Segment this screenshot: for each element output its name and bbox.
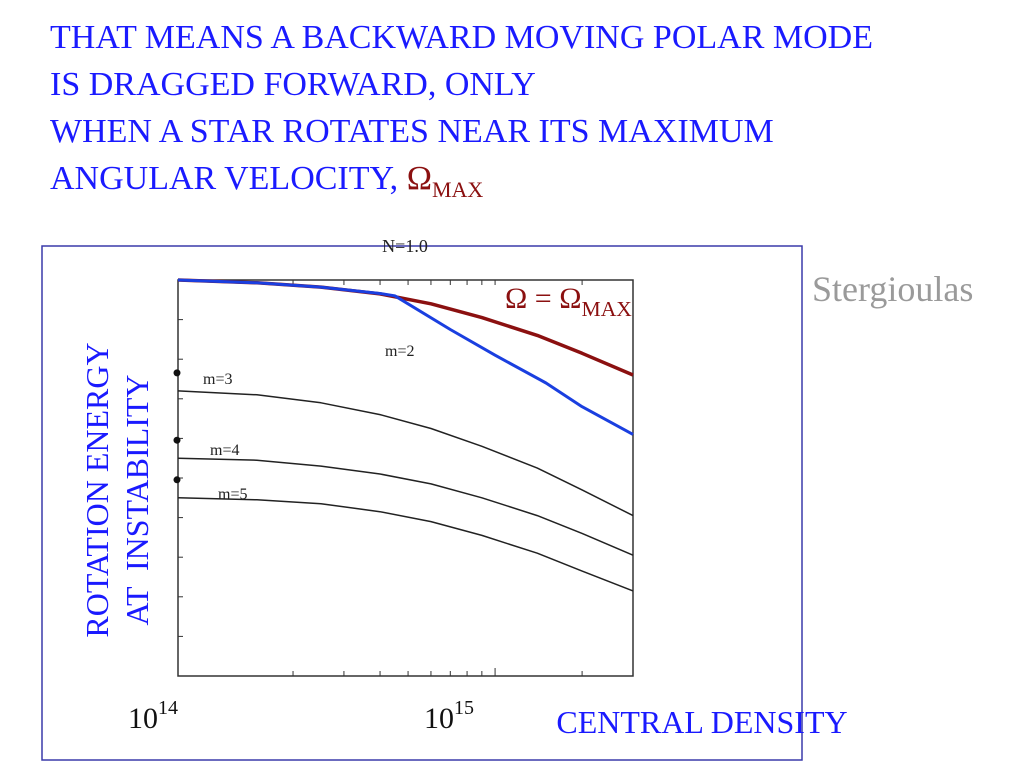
omega-symbol: Ω (406, 160, 432, 197)
series-label-2: m=3 (203, 371, 232, 388)
heading-line-4: ANGULAR VELOCITY, ΩMAX (50, 155, 1020, 205)
y-axis-label-line-1: ROTATION ENERGY (79, 342, 115, 637)
heading-line-2: IS DRAGGED FORWARD, ONLY (50, 66, 536, 103)
series-line-4 (177, 497, 634, 592)
series-label-4: m=5 (218, 486, 247, 503)
series-marker-3 (173, 436, 181, 444)
plot-area (177, 279, 634, 677)
chart-title: N=1.0 (382, 236, 428, 256)
x-tick-label-1: 1015 (424, 697, 474, 735)
series-line-2 (177, 390, 634, 517)
series-label-1: m=2 (385, 343, 414, 360)
series-line-3 (177, 457, 634, 556)
x-axis-label: CENTRAL DENSITY (556, 704, 847, 740)
attribution: Stergioulas (812, 269, 974, 309)
slide-heading: THAT MEANS A BACKWARD MOVING POLAR MODE … (50, 14, 1020, 205)
x-tick-label-0: 1014 (128, 697, 178, 735)
x-tick-labels: 1014 1015 (128, 697, 474, 735)
series-line-1 (177, 278, 634, 436)
y-axis-label-line-2: AT INSTABILITY (119, 374, 155, 625)
heading-line-1: THAT MEANS A BACKWARD MOVING POLAR MODE (50, 19, 873, 56)
heading-line-3: WHEN A STAR ROTATES NEAR ITS MAXIMUM (50, 113, 774, 150)
series-label-0: Ω = ΩMAX (505, 282, 632, 321)
series-labels: Ω = ΩMAX m=2 m=3 m=4 m=5 (203, 282, 632, 503)
chart-frame (41, 245, 803, 761)
heading-line-4-text: ANGULAR VELOCITY, (50, 160, 407, 197)
axis-ticks (178, 280, 583, 676)
series-label-3: m=4 (210, 442, 239, 459)
series-marker-4 (173, 476, 181, 484)
series-layer (173, 278, 634, 592)
omega-subscript: MAX (431, 177, 484, 202)
series-marker-2 (173, 369, 181, 377)
